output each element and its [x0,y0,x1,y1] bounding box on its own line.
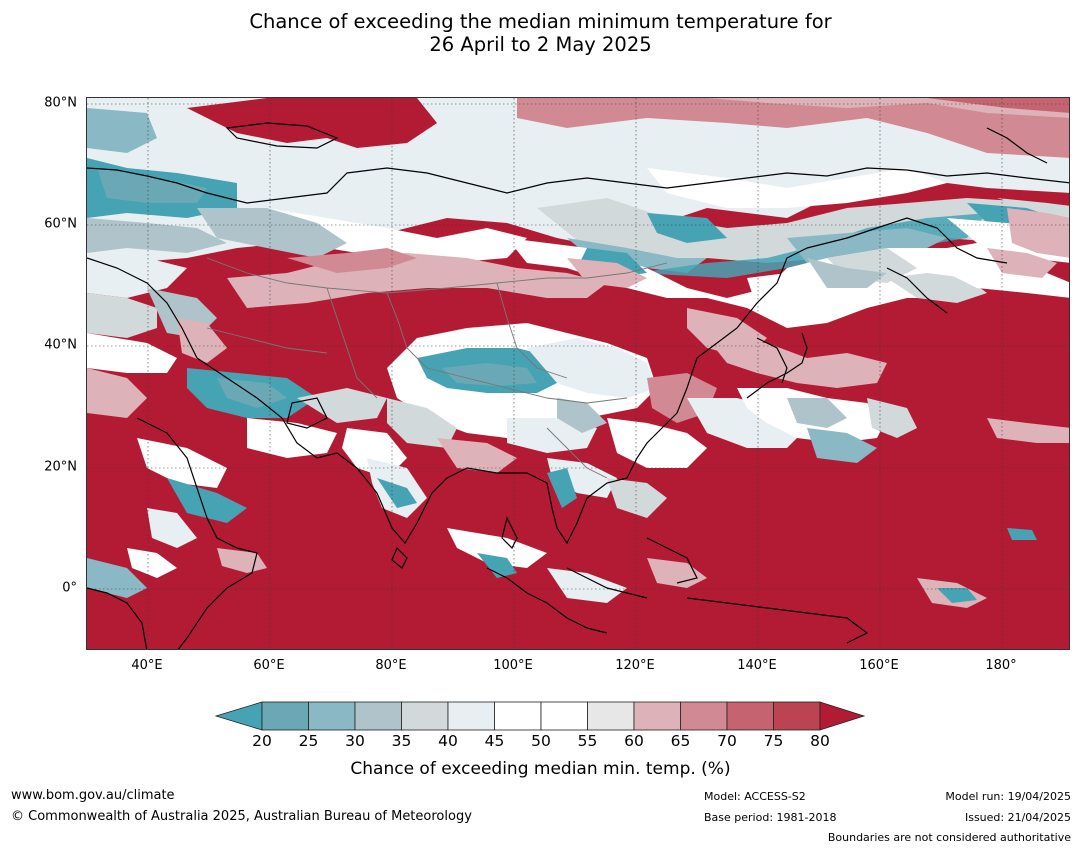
lon-label-100e: 100°E [493,658,533,673]
south-asia-region [342,428,517,518]
colorbar-tick-35: 35 [391,732,412,750]
japan-pacific-region [707,208,1069,463]
lon-label-160e: 160°E [859,658,899,673]
title-line-2: 26 April to 2 May 2025 [429,33,652,56]
colorbar-label: Chance of exceeding median min. temp. (%… [350,759,731,779]
colorbar-cell-60-65 [633,701,681,731]
lat-label-80n: 80°N [44,95,77,111]
issued-text: Issued: 21/04/2025 [964,811,1071,824]
map-title: Chance of exceeding the median minimum t… [0,10,1081,56]
colorbar-cell-35-40 [401,701,449,731]
lon-label-140e: 140°E [737,658,777,673]
colorbar-cell-50-55 [540,701,588,731]
colorbar-tick-45: 45 [484,732,505,750]
colorbar-extend-above [819,701,866,731]
title-line-1: Chance of exceeding the median minimum t… [249,10,832,33]
colorbar-cells [214,701,866,731]
lat-label-40n: 40°N [44,337,77,353]
copyright-text: © Commonwealth of Australia 2025, Austra… [11,809,472,824]
lat-label-20n: 20°N [44,459,77,475]
colorbar-tick-25: 25 [298,732,319,750]
colorbar-tick-20: 20 [252,732,272,750]
arctic-region [87,98,1069,298]
graticule [87,98,1069,649]
colorbar-tick-30: 30 [345,732,365,750]
colorbar-tick-80: 80 [810,732,830,750]
country-borders [206,257,668,479]
colorbar-tick-55: 55 [577,732,598,750]
coastlines [87,122,1069,649]
lon-label-40e: 40°E [131,658,163,673]
colorbar-tick-60: 60 [624,732,644,750]
colorbar-cell-65-70 [680,701,728,731]
lon-label-80e: 80°E [375,658,407,673]
colorbar-tick-70: 70 [717,732,737,750]
colorbar-tick-75: 75 [763,732,784,750]
colorbar-cell-45-50 [494,701,542,731]
colorbar-cell-20-25 [261,701,309,731]
model-run-text: Model run: 19/04/2025 [945,790,1071,803]
colorbar-cell-75-80 [773,701,821,731]
central-asia-belt [227,248,647,308]
lat-label-60n: 60°N [44,216,77,232]
colorbar-tick-65: 65 [670,732,691,750]
forecast-map [86,97,1070,650]
colorbar-tick-50: 50 [531,732,551,750]
pacific-patches [217,418,1069,608]
model-text: Model: ACCESS-S2 [704,790,806,803]
colorbar-cell-25-30 [308,701,356,731]
colorbar-cell-55-60 [587,701,635,731]
colorbar-tick-40: 40 [438,732,458,750]
lon-label-120e: 120°E [615,658,655,673]
disclaimer-text: Boundaries are not considered authoritat… [827,831,1071,844]
colorbar-cell-30-35 [354,701,402,731]
lon-label-180: 180° [985,658,1017,673]
website-link[interactable]: www.bom.gov.au/climate [11,788,175,803]
lat-label-0: 0° [62,580,77,596]
middle-east-region [87,368,387,598]
colorbar-extend-below [214,701,263,731]
base-period-text: Base period: 1981-2018 [704,811,837,824]
colorbar-cell-70-75 [726,701,774,731]
lon-label-60e: 60°E [253,658,285,673]
east-asia-region [447,338,807,603]
map-canvas [87,98,1069,649]
western-europe-region [87,288,227,418]
colorbar-cell-40-45 [447,701,495,731]
